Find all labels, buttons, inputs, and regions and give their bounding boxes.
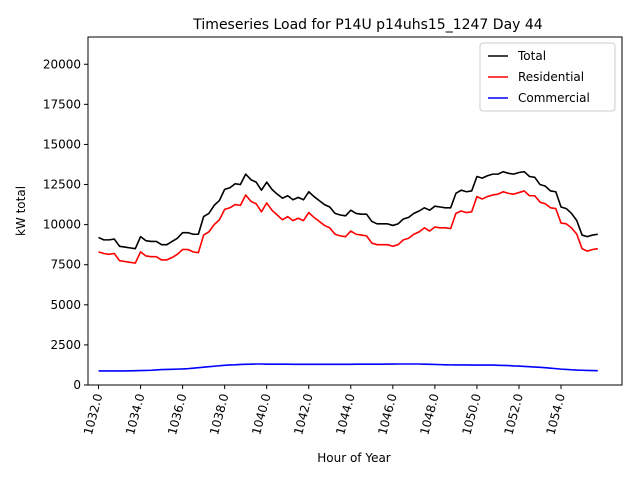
y-tick-label: 2500 xyxy=(50,338,81,352)
y-tick-label: 7500 xyxy=(50,258,81,272)
y-tick-label: 15000 xyxy=(43,137,81,151)
legend-label-residential: Residential xyxy=(518,70,584,84)
y-tick-label: 20000 xyxy=(43,57,81,71)
y-tick-label: 5000 xyxy=(50,298,81,312)
series-line-total xyxy=(98,170,598,250)
legend-label-commercial: Commercial xyxy=(518,91,590,105)
x-axis-label: Hour of Year xyxy=(317,451,391,465)
axes-frame xyxy=(87,36,623,386)
series-line-residential xyxy=(98,190,598,264)
y-tick-label: 17500 xyxy=(43,97,81,111)
y-tick-label: 10000 xyxy=(43,218,81,232)
y-axis-label: kW total xyxy=(14,186,28,236)
legend: Total Residential Commercial xyxy=(479,42,616,112)
plot-area xyxy=(87,36,623,386)
legend-box xyxy=(479,42,616,112)
y-tick-label: 12500 xyxy=(43,178,81,192)
chart-title: Timeseries Load for P14U p14uhs15_1247 D… xyxy=(192,17,542,33)
legend-label-total: Total xyxy=(517,49,546,63)
y-tick-label: 0 xyxy=(73,378,81,392)
series-line-commercial xyxy=(98,363,598,372)
